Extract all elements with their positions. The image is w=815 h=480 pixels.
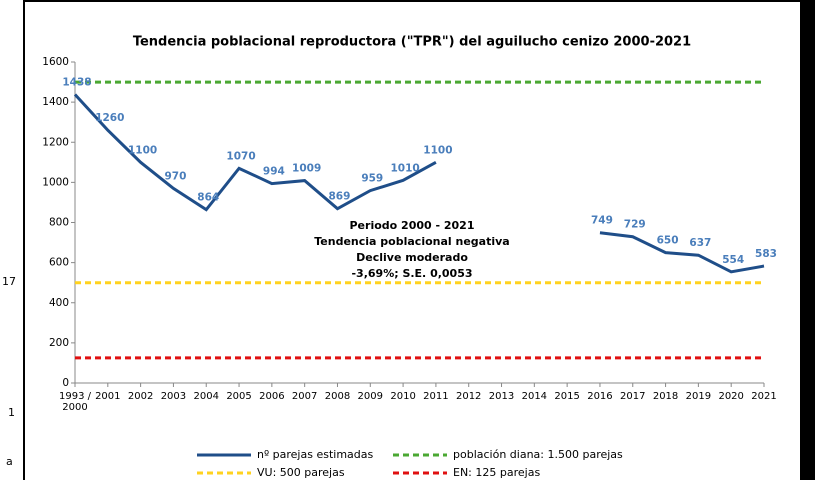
- x-tick-label: 2017: [620, 391, 646, 402]
- annotation: -3,69%; S.E. 0,0053: [351, 267, 472, 280]
- data-label: 864: [197, 192, 219, 204]
- x-tick-label: 2003: [160, 391, 187, 402]
- y-tick-label: 1400: [42, 96, 69, 108]
- chart-title: Tendencia poblacional reproductora ("TPR…: [133, 35, 691, 50]
- data-label: 1009: [292, 163, 321, 175]
- x-tick-label: 2012: [455, 391, 482, 402]
- data-label: 994: [263, 166, 285, 178]
- annotation: Declive moderado: [356, 251, 468, 264]
- x-tick-label: 2013: [488, 391, 515, 402]
- data-label: 637: [689, 237, 711, 249]
- data-label: 959: [361, 173, 383, 185]
- x-tick-label: 2018: [652, 391, 679, 402]
- x-tick-label: 2011: [423, 391, 449, 402]
- y-tick-label: 600: [49, 257, 69, 269]
- data-label: 1260: [95, 112, 124, 124]
- clipped-text: a: [6, 455, 13, 468]
- clipped-text: 1: [8, 406, 15, 419]
- x-tick-label: 2019: [685, 391, 712, 402]
- x-tick-label: 2002: [127, 391, 154, 402]
- legend-label: EN: 125 parejas: [453, 466, 540, 479]
- data-label: 1100: [423, 144, 452, 156]
- x-tick-label: 2001: [95, 391, 121, 402]
- y-tick-label: 1600: [42, 56, 69, 68]
- legend-label: VU: 500 parejas: [257, 466, 345, 479]
- x-tick-label: 2004: [193, 391, 219, 402]
- data-label: 1010: [390, 162, 419, 174]
- x-tick-label: 2006: [259, 391, 285, 402]
- data-label: 729: [624, 219, 646, 231]
- legend-label: nº parejas estimadas: [257, 448, 373, 461]
- clipped-text: 17: [2, 275, 16, 288]
- x-tick-label: 2009: [357, 391, 383, 402]
- x-tick-label: 2008: [324, 391, 351, 402]
- data-label: 583: [755, 248, 777, 260]
- data-label: 650: [657, 235, 679, 247]
- y-tick-label: 1200: [42, 136, 69, 148]
- annotation: Periodo 2000 - 2021: [350, 219, 475, 232]
- y-tick-label: 200: [49, 337, 69, 349]
- data-label: 1070: [226, 150, 255, 162]
- x-tick-label: 2014: [521, 391, 548, 402]
- x-tick-label: 2010: [390, 391, 416, 402]
- series-line: [73, 93, 765, 274]
- data-label: 970: [164, 170, 186, 182]
- x-tick-label: 2021: [751, 391, 777, 402]
- data-label: 749: [591, 215, 613, 227]
- x-tick-label: 2016: [587, 391, 613, 402]
- frame-right: [800, 0, 815, 480]
- y-tick-label: 800: [49, 217, 69, 229]
- y-tick-label: 1000: [42, 176, 69, 188]
- x-tick-label: 1993 / 2000: [59, 391, 91, 413]
- x-tick-label: 2020: [718, 391, 744, 402]
- annotation: Tendencia poblacional negativa: [314, 235, 509, 248]
- data-label: 869: [329, 191, 351, 203]
- y-tick-label: 400: [49, 297, 69, 309]
- x-tick-label: 2005: [226, 391, 252, 402]
- x-tick-label: 2015: [554, 391, 580, 402]
- data-label: 1100: [128, 144, 157, 156]
- data-label: 554: [722, 254, 744, 266]
- legend-label: población diana: 1.500 parejas: [453, 448, 623, 461]
- data-label: 1438: [62, 77, 91, 89]
- y-tick-label: 0: [62, 377, 69, 389]
- left-strip: [0, 0, 22, 480]
- x-tick-label: 2007: [291, 391, 318, 402]
